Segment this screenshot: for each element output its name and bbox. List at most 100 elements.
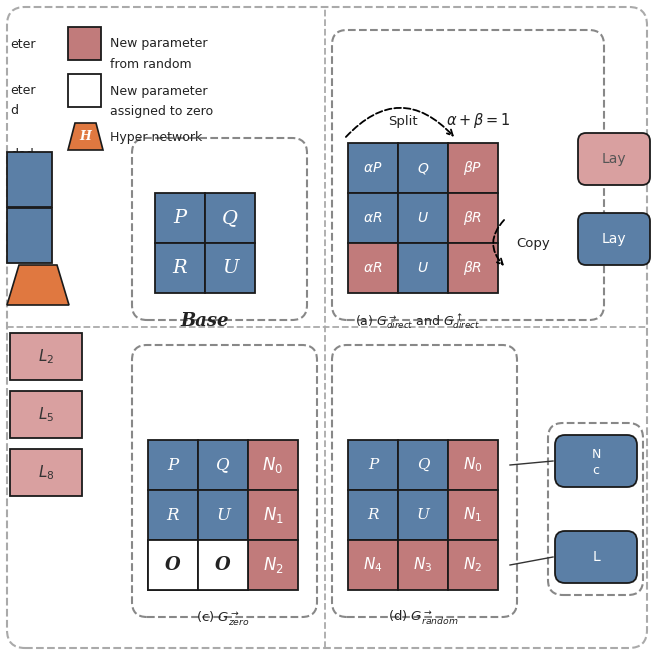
FancyBboxPatch shape [68,74,101,107]
Polygon shape [7,265,69,305]
FancyBboxPatch shape [555,435,637,487]
Text: R: R [173,259,187,277]
Text: (a) $G^{\rightarrow}_{direct}$ and $G^{\uparrow}_{direct}$: (a) $G^{\rightarrow}_{direct}$ and $G^{\… [356,311,481,331]
Text: P: P [368,458,378,472]
FancyBboxPatch shape [7,152,52,207]
FancyBboxPatch shape [68,27,101,60]
Text: (c) $G^{\rightarrow}_{zero}$: (c) $G^{\rightarrow}_{zero}$ [196,609,250,627]
Text: $N_1$: $N_1$ [263,505,284,525]
Text: ded: ded [10,149,34,162]
FancyBboxPatch shape [205,193,255,243]
FancyBboxPatch shape [448,490,498,540]
Text: Lay: Lay [602,152,626,166]
FancyBboxPatch shape [398,143,448,193]
Text: R: R [167,506,179,523]
Text: Split: Split [388,115,418,128]
Text: $\beta R$: $\beta R$ [463,209,483,227]
FancyBboxPatch shape [198,540,248,590]
Text: P: P [174,209,187,227]
FancyBboxPatch shape [198,440,248,490]
FancyBboxPatch shape [398,490,448,540]
FancyBboxPatch shape [248,490,298,540]
FancyBboxPatch shape [348,193,398,243]
Text: $\alpha R$: $\alpha R$ [364,261,383,275]
Text: New parameter: New parameter [110,37,208,50]
FancyBboxPatch shape [448,540,498,590]
Text: R: R [367,508,379,522]
Text: d: d [10,103,18,117]
Polygon shape [68,123,103,150]
Text: $L_2$: $L_2$ [38,347,54,366]
Text: Q: Q [222,209,238,227]
Text: $\beta P$: $\beta P$ [463,159,483,177]
FancyBboxPatch shape [198,540,248,590]
Text: Q: Q [417,458,429,472]
Text: Lay: Lay [602,232,626,246]
Text: c: c [593,464,599,477]
Text: $Q$: $Q$ [417,160,429,176]
Text: U: U [417,508,430,522]
Text: eter: eter [10,83,35,96]
FancyBboxPatch shape [248,440,298,490]
Text: $\beta R$: $\beta R$ [463,259,483,277]
Text: H: H [80,130,92,143]
FancyBboxPatch shape [248,540,298,590]
Text: Q: Q [216,457,230,474]
FancyBboxPatch shape [155,243,205,293]
Text: $N_1$: $N_1$ [464,506,483,525]
Text: P: P [168,457,179,474]
Text: $N_0$: $N_0$ [263,455,284,475]
FancyBboxPatch shape [10,333,82,380]
FancyBboxPatch shape [398,440,448,490]
FancyBboxPatch shape [555,531,637,583]
Text: $L_8$: $L_8$ [38,463,54,482]
FancyBboxPatch shape [348,440,398,490]
Text: L: L [592,550,600,564]
FancyBboxPatch shape [578,133,650,185]
Text: U: U [222,259,238,277]
FancyBboxPatch shape [155,193,205,243]
FancyBboxPatch shape [148,440,198,490]
FancyBboxPatch shape [348,490,398,540]
Text: $N_2$: $N_2$ [464,555,483,574]
FancyBboxPatch shape [448,193,498,243]
Text: O: O [166,557,180,574]
FancyBboxPatch shape [398,540,448,590]
Text: Base: Base [181,312,229,330]
Text: $U$: $U$ [417,211,429,225]
FancyBboxPatch shape [348,540,398,590]
FancyBboxPatch shape [448,440,498,490]
Text: assigned to zero: assigned to zero [110,105,213,119]
Text: New parameter: New parameter [110,84,208,98]
Text: $N_4$: $N_4$ [364,555,383,574]
Text: eter: eter [10,39,35,52]
Text: Hyper network: Hyper network [110,130,202,143]
Text: $N_0$: $N_0$ [463,456,483,474]
Text: O: O [216,557,230,574]
Text: $\alpha P$: $\alpha P$ [364,161,383,175]
FancyBboxPatch shape [148,540,198,590]
FancyBboxPatch shape [205,243,255,293]
Text: U: U [216,506,230,523]
Text: N: N [591,449,601,462]
FancyBboxPatch shape [7,208,52,263]
FancyBboxPatch shape [578,213,650,265]
Text: (d) $G^{\rightarrow}_{random}$: (d) $G^{\rightarrow}_{random}$ [388,609,458,627]
FancyBboxPatch shape [398,243,448,293]
FancyBboxPatch shape [10,449,82,496]
Text: $N_2$: $N_2$ [263,555,284,575]
FancyBboxPatch shape [348,243,398,293]
FancyBboxPatch shape [398,193,448,243]
FancyBboxPatch shape [148,490,198,540]
FancyBboxPatch shape [448,143,498,193]
FancyBboxPatch shape [10,391,82,438]
FancyBboxPatch shape [198,490,248,540]
Text: $\alpha + \beta = 1$: $\alpha + \beta = 1$ [445,111,510,130]
FancyBboxPatch shape [348,143,398,193]
Text: O: O [215,556,231,574]
Text: O: O [165,556,181,574]
Text: $L_5$: $L_5$ [38,405,54,424]
Text: from random: from random [110,58,192,71]
Text: Copy: Copy [516,236,550,250]
Text: $\alpha R$: $\alpha R$ [364,211,383,225]
